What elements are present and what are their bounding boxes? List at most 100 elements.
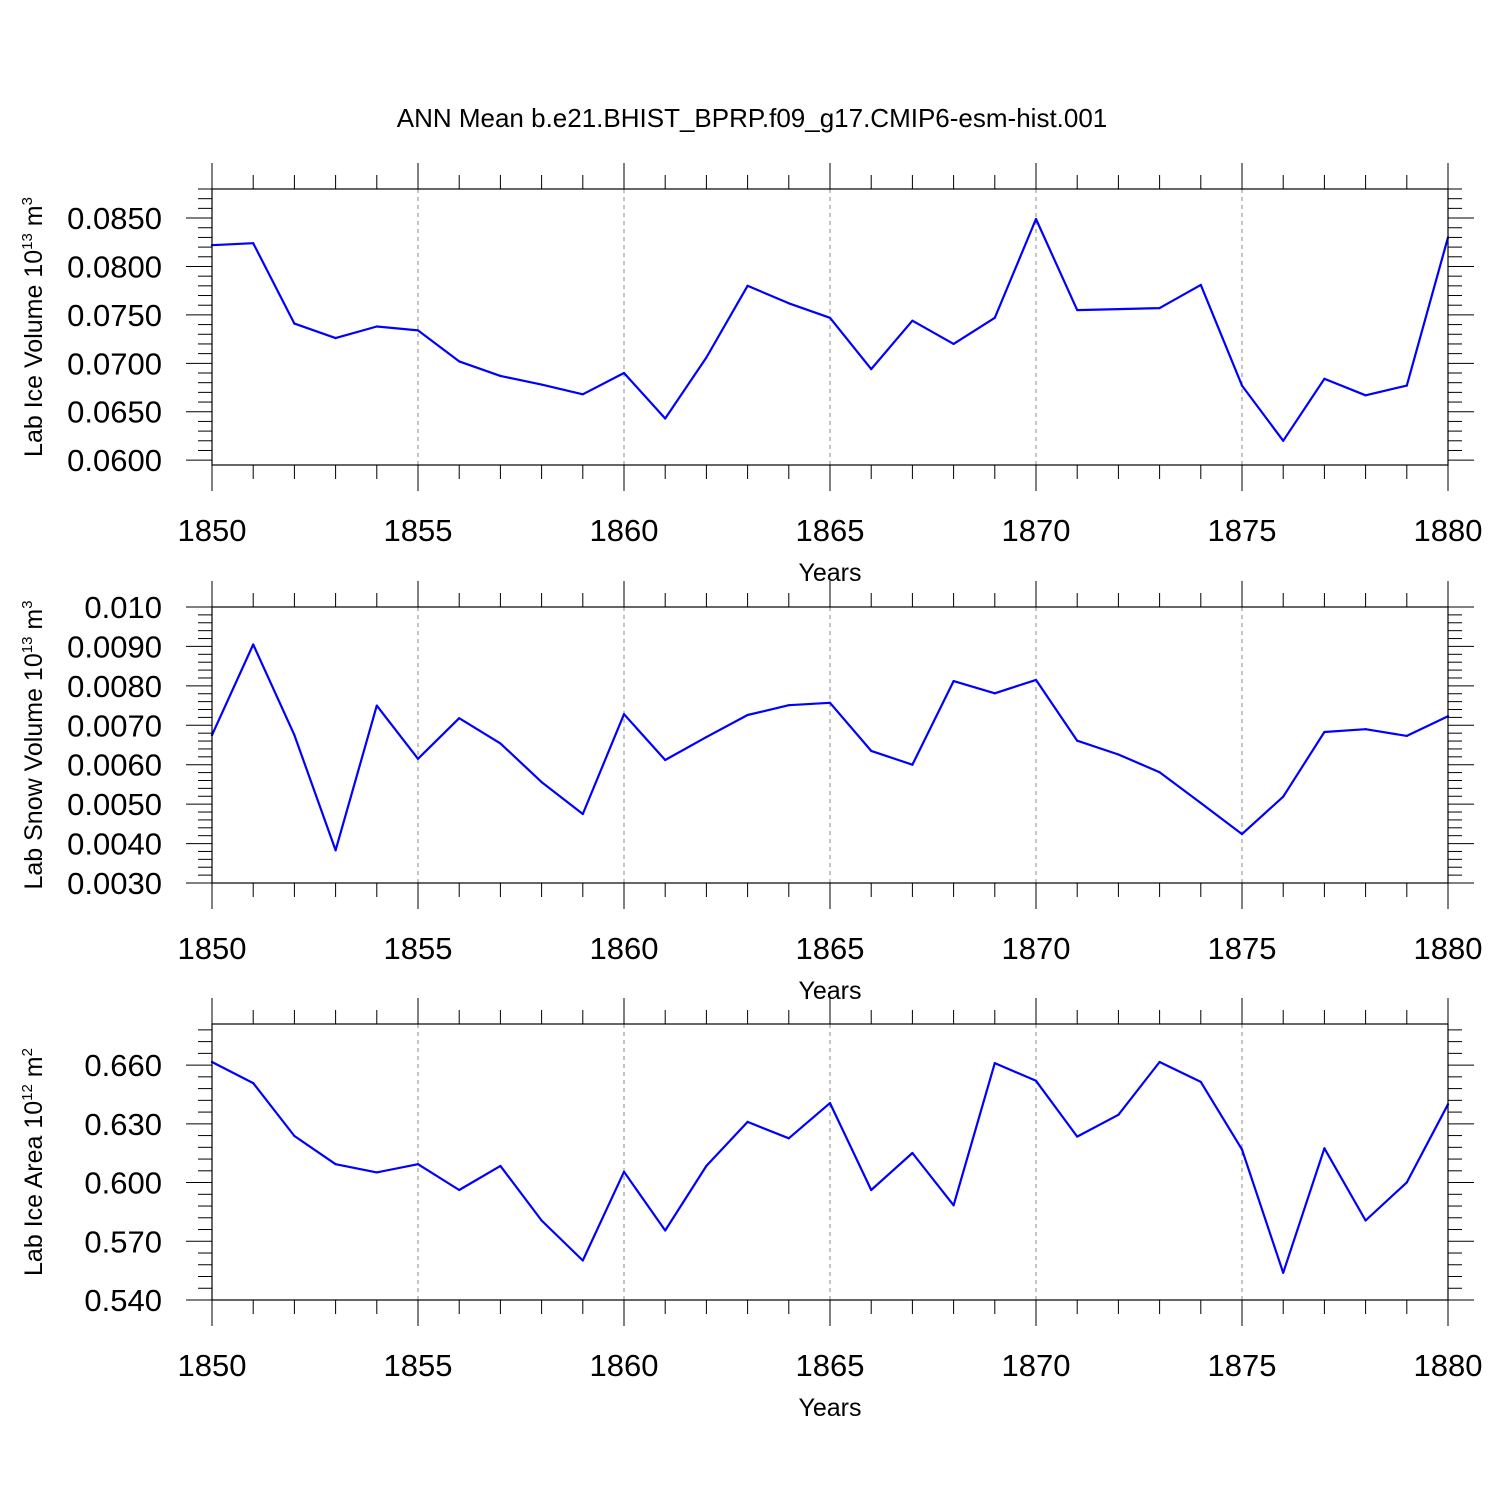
data-point	[1034, 1079, 1038, 1082]
data-point	[1282, 439, 1285, 442]
y-tick-label: 0.0700	[67, 346, 162, 381]
data-point	[1364, 728, 1367, 731]
x-tick-label: 1855	[384, 1348, 453, 1383]
x-tick-label: 1865	[796, 513, 865, 548]
y-tick-label: 0.630	[84, 1107, 162, 1142]
y-tick-label: 0.0030	[67, 866, 162, 901]
data-point	[1158, 1060, 1161, 1064]
data-point	[993, 692, 996, 695]
data-point	[1323, 377, 1326, 380]
x-tick-label: 1855	[384, 931, 453, 966]
y-tick-label: 0.0750	[67, 298, 162, 333]
y-tick-label: 0.0650	[67, 395, 162, 430]
data-point	[1076, 739, 1079, 742]
data-point	[1034, 678, 1038, 682]
data-point	[952, 1204, 955, 1207]
y-tick-label: 0.0040	[67, 827, 162, 862]
x-tick-label: 1860	[590, 1348, 659, 1383]
data-point	[1364, 394, 1367, 397]
data-point	[746, 284, 749, 287]
panel-lab-ice-volume: Lab Ice Volume 1013 m3 Years 0.06000.065…	[19, 163, 1482, 587]
data-point	[458, 360, 461, 363]
data-point	[664, 758, 667, 762]
data-point	[705, 1164, 708, 1168]
data-point	[952, 342, 955, 346]
data-point	[746, 713, 749, 717]
data-point	[664, 417, 667, 420]
x-tick-label: 1870	[1002, 931, 1071, 966]
data-point	[540, 1219, 543, 1222]
data-point	[334, 337, 337, 340]
data-point	[705, 356, 708, 359]
data-point	[952, 680, 955, 683]
data-point	[499, 374, 502, 378]
data-point	[1240, 833, 1244, 836]
data-point	[870, 1188, 873, 1192]
data-point	[622, 1170, 626, 1173]
data-point	[1323, 1147, 1326, 1150]
data-point	[252, 1082, 255, 1085]
data-point	[293, 322, 296, 325]
data-point	[293, 1134, 296, 1138]
data-point	[1240, 1148, 1244, 1151]
data-point	[622, 371, 626, 375]
data-point	[1076, 1135, 1079, 1138]
y-tick-label: 0.0050	[67, 787, 162, 822]
x-tick-label: 1850	[178, 513, 247, 548]
data-point	[1364, 1219, 1367, 1222]
x-tick-label: 1850	[178, 931, 247, 966]
x-tick-label: 1870	[1002, 513, 1071, 548]
data-point	[416, 757, 420, 760]
data-point	[1405, 734, 1408, 738]
data-point	[787, 1137, 790, 1140]
data-point	[1323, 730, 1326, 734]
data-point	[252, 643, 255, 646]
data-point	[911, 763, 914, 766]
x-tick-label: 1860	[590, 513, 659, 548]
data-point	[828, 701, 832, 704]
y-tick-label: 0.570	[84, 1224, 162, 1259]
data-point	[1282, 795, 1285, 798]
data-point	[1240, 384, 1244, 387]
y-tick-label: 0.0850	[67, 201, 162, 236]
panel-lab-ice-area: Lab Ice Area 1012 m2 Years 0.540 0.570 0.6…	[19, 998, 1482, 1422]
data-point	[1199, 801, 1202, 805]
y-tick-label: 0.0800	[67, 249, 162, 284]
data-point	[1117, 753, 1120, 756]
x-tick-label: 1880	[1414, 931, 1483, 966]
chart-title: ANN Mean b.e21.BHIST_BPRP.f09_g17.CMIP6-…	[397, 103, 1108, 133]
data-point	[252, 242, 255, 245]
data-point	[622, 713, 626, 716]
data-point	[828, 1101, 832, 1105]
data-point	[1158, 307, 1161, 310]
data-point	[664, 1229, 667, 1232]
data-point	[911, 1151, 914, 1155]
data-point	[1405, 1181, 1408, 1184]
data-point	[993, 1062, 996, 1065]
data-point	[416, 329, 420, 332]
data-point	[581, 393, 584, 396]
panel-lab-snow-volume: Lab Snow Volume 1013 m3 Years 0.00300.00…	[19, 581, 1482, 1005]
data-point	[458, 1188, 461, 1192]
data-point	[416, 1163, 420, 1166]
data-point	[1158, 771, 1161, 774]
x-tick-label: 1875	[1208, 931, 1277, 966]
data-point	[1117, 1113, 1120, 1116]
data-point	[499, 742, 502, 745]
data-point	[458, 717, 461, 720]
data-point	[375, 325, 378, 328]
y-axis-title: Lab Ice Volume 1013 m3	[19, 197, 48, 457]
data-point	[911, 319, 914, 322]
y-tick-label: 0.0080	[67, 669, 162, 704]
data-point	[581, 812, 584, 816]
data-point	[293, 734, 296, 737]
x-tick-label: 1855	[384, 513, 453, 548]
data-point	[705, 736, 708, 739]
x-tick-label: 1880	[1414, 1348, 1483, 1383]
y-tick-label: 0.0600	[67, 443, 162, 478]
x-tick-label: 1865	[796, 931, 865, 966]
x-tick-label: 1875	[1208, 1348, 1277, 1383]
data-point	[787, 302, 790, 305]
data-point	[334, 1163, 337, 1166]
